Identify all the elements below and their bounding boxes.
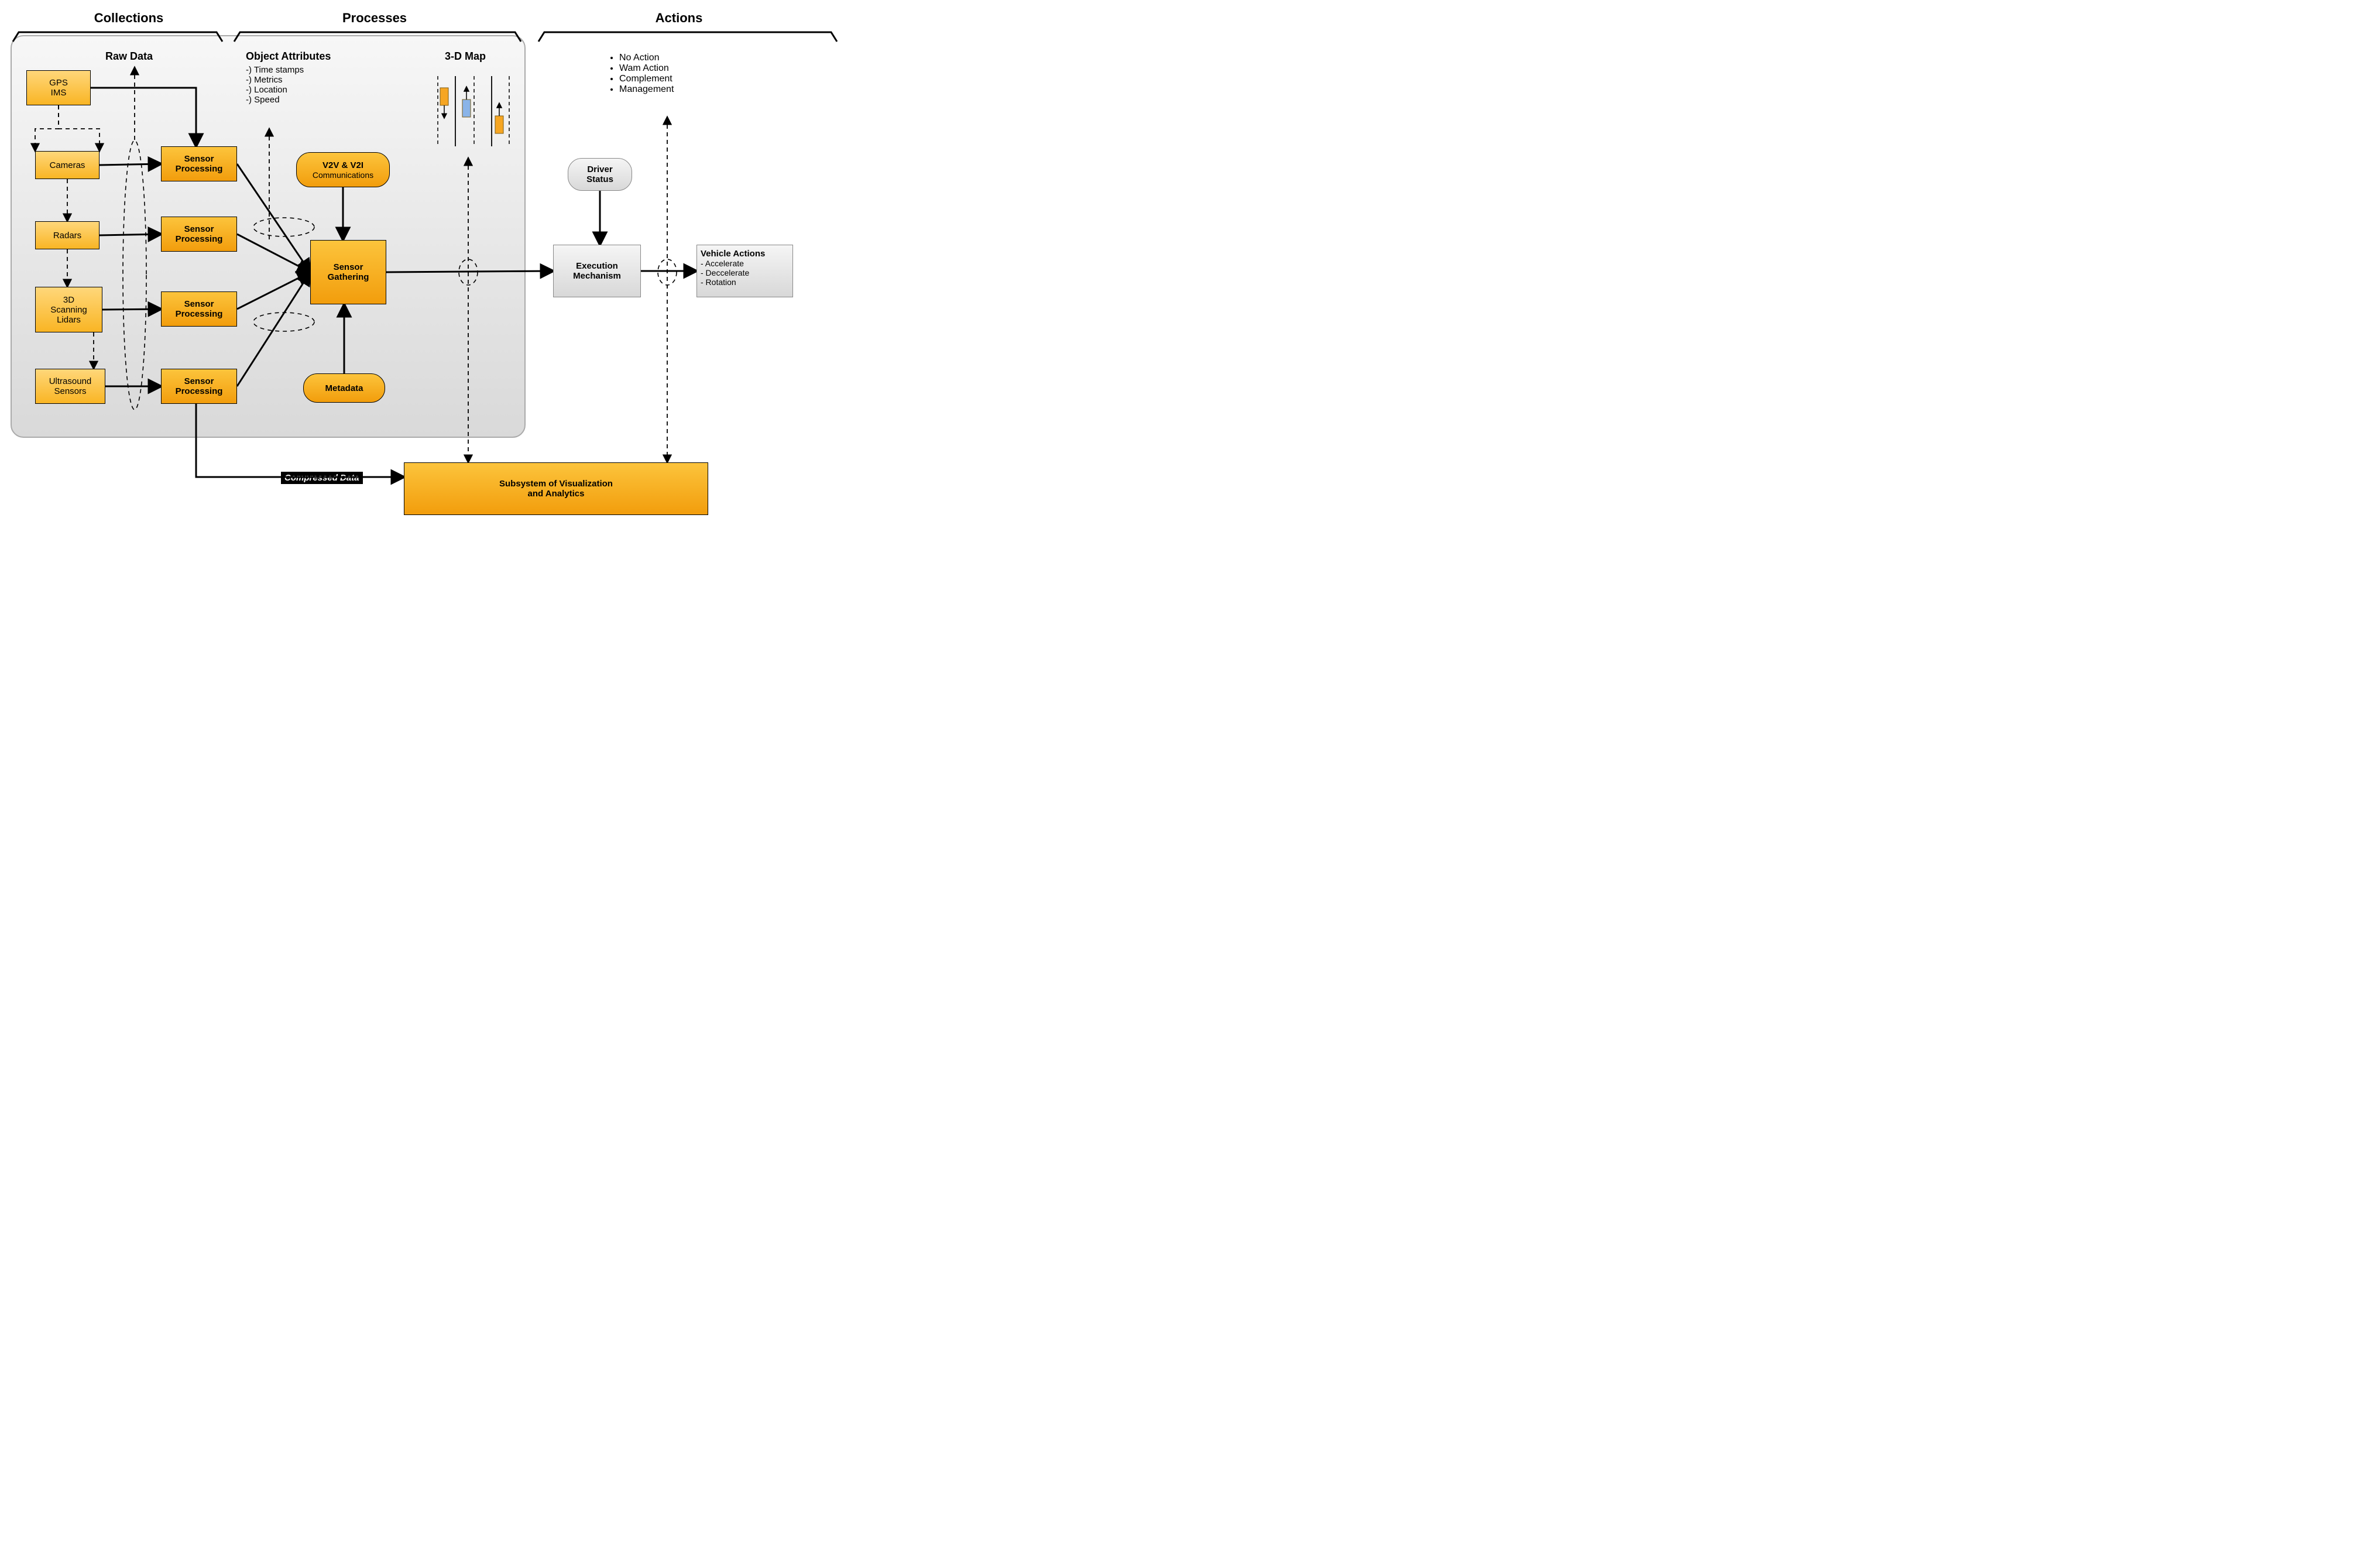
node-cameras: Cameras [35, 151, 99, 179]
node-meta: Metadata [303, 373, 385, 403]
object-attributes-list: Object Attributes -) Time stamps -) Metr… [246, 50, 331, 105]
node-radars: Radars [35, 221, 99, 249]
section-actions-title: Actions [620, 11, 737, 26]
node-lidars: 3DScanningLidars [35, 287, 102, 332]
node-driver: DriverStatus [568, 158, 632, 191]
node-vehicle: Vehicle Actions- Accelerate- Deccelerate… [696, 245, 793, 297]
node-v2v: V2V & V2ICommunications [296, 152, 390, 187]
node-viz: Subsystem of Visualizationand Analytics [404, 462, 708, 515]
node-ultra: UltrasoundSensors [35, 369, 105, 404]
node-gps: GPSIMS [26, 70, 91, 105]
node-sp3: SensorProcessing [161, 291, 237, 327]
section-collections-title: Collections [70, 11, 187, 26]
section-processes-title: Processes [316, 11, 433, 26]
object-attributes-title: Object Attributes [246, 50, 331, 63]
node-gather: SensorGathering [310, 240, 386, 304]
actions-list: No Action Wam Action Complement Manageme… [609, 50, 674, 95]
compressed-data-label: Compressed Data [281, 472, 363, 484]
node-sp1: SensorProcessing [161, 146, 237, 181]
node-sp4: SensorProcessing [161, 369, 237, 404]
map3d-title: 3-D Map [445, 50, 486, 63]
node-exec: ExecutionMechanism [553, 245, 641, 297]
node-sp2: SensorProcessing [161, 217, 237, 252]
raw-data-title: Raw Data [105, 50, 153, 63]
